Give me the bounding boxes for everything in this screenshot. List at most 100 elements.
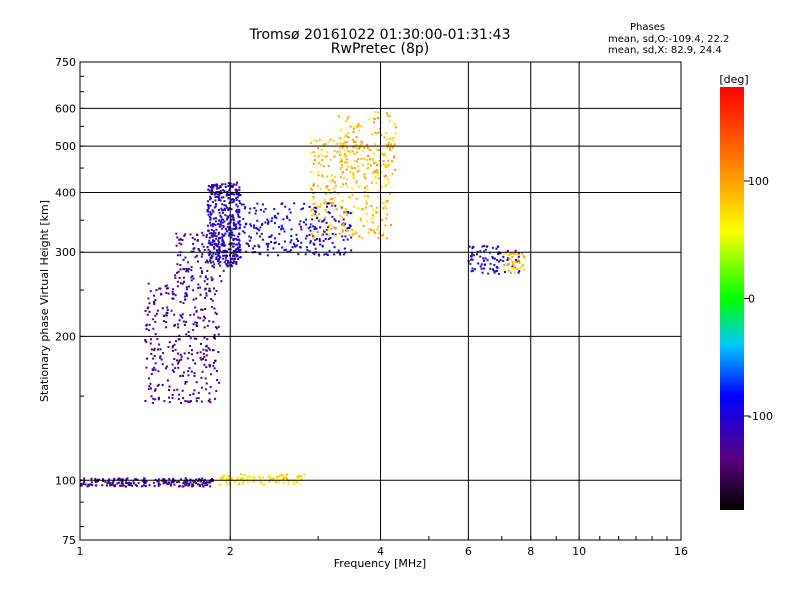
- data-point: [253, 226, 256, 229]
- data-point: [258, 245, 261, 248]
- data-point: [311, 192, 314, 195]
- data-point: [226, 261, 229, 264]
- data-point: [352, 177, 355, 180]
- data-point: [150, 348, 153, 351]
- data-point: [195, 381, 198, 384]
- data-point: [212, 364, 215, 367]
- data-point: [217, 254, 220, 257]
- data-point: [352, 175, 355, 178]
- data-point: [233, 255, 236, 258]
- data-point: [256, 219, 259, 222]
- data-point: [201, 483, 204, 486]
- data-point: [162, 480, 165, 483]
- data-point: [381, 218, 384, 221]
- data-point: [208, 204, 211, 207]
- data-point: [328, 249, 331, 252]
- data-point: [297, 240, 300, 243]
- data-point: [387, 165, 390, 168]
- data-point: [340, 164, 343, 167]
- data-point: [205, 349, 208, 352]
- data-point: [154, 314, 157, 317]
- data-point: [350, 165, 353, 168]
- data-point: [149, 387, 152, 390]
- data-point: [298, 482, 301, 485]
- data-point: [190, 250, 193, 253]
- data-point: [371, 133, 374, 136]
- data-point: [333, 197, 336, 200]
- data-point: [216, 245, 219, 248]
- data-point: [232, 218, 235, 221]
- data-point: [142, 484, 145, 487]
- data-point: [344, 135, 347, 138]
- data-point: [289, 241, 292, 244]
- data-point: [173, 357, 176, 360]
- data-point: [148, 385, 151, 388]
- data-point: [497, 252, 500, 255]
- data-point: [174, 276, 177, 279]
- data-point: [124, 485, 127, 488]
- data-point: [381, 202, 384, 205]
- data-point: [187, 400, 190, 403]
- data-point: [204, 261, 207, 264]
- data-point: [480, 267, 483, 270]
- data-point: [298, 223, 301, 226]
- data-point: [284, 248, 287, 251]
- data-point: [393, 142, 396, 145]
- data-point: [230, 184, 233, 187]
- data-point: [259, 235, 262, 238]
- data-point: [305, 234, 308, 237]
- data-point: [171, 290, 174, 293]
- data-point: [236, 181, 239, 184]
- data-point: [179, 374, 182, 377]
- data-point: [333, 187, 336, 190]
- data-point: [323, 165, 326, 168]
- data-point: [373, 143, 376, 146]
- data-point: [136, 478, 139, 481]
- data-point: [329, 192, 332, 195]
- data-point: [238, 233, 241, 236]
- data-point: [202, 352, 205, 355]
- data-point: [122, 484, 125, 487]
- data-point: [202, 234, 205, 237]
- data-point: [189, 400, 192, 403]
- data-point: [137, 482, 140, 485]
- data-point: [144, 339, 147, 342]
- data-point: [210, 298, 213, 301]
- data-point: [344, 140, 347, 143]
- data-point: [217, 199, 220, 202]
- data-point: [340, 216, 343, 219]
- data-point: [119, 484, 122, 487]
- data-point: [184, 292, 187, 295]
- data-point: [184, 481, 187, 484]
- data-point: [205, 344, 208, 347]
- data-point: [513, 251, 516, 254]
- data-point: [387, 181, 390, 184]
- data-point: [226, 194, 229, 197]
- data-point: [317, 162, 320, 165]
- data-point: [187, 330, 190, 333]
- data-point: [337, 115, 340, 118]
- data-point: [361, 236, 364, 239]
- data-point: [200, 400, 203, 403]
- data-point: [218, 211, 221, 214]
- data-point: [386, 146, 389, 149]
- data-point: [291, 246, 294, 249]
- data-point: [198, 250, 201, 253]
- data-point: [152, 397, 155, 400]
- data-point: [195, 297, 198, 300]
- y-axis-label: Stationary phase Virtual Height [km]: [38, 200, 51, 402]
- data-point: [312, 202, 315, 205]
- data-point: [213, 247, 216, 250]
- data-point: [315, 139, 318, 142]
- data-point: [220, 196, 223, 199]
- data-point: [147, 306, 150, 309]
- data-point: [294, 245, 297, 248]
- data-point: [234, 249, 237, 252]
- data-point: [183, 234, 186, 237]
- data-point: [177, 480, 180, 483]
- data-point: [191, 485, 194, 488]
- data-point: [304, 253, 307, 256]
- data-point: [238, 210, 241, 213]
- data-point: [208, 253, 211, 256]
- data-point: [161, 363, 164, 366]
